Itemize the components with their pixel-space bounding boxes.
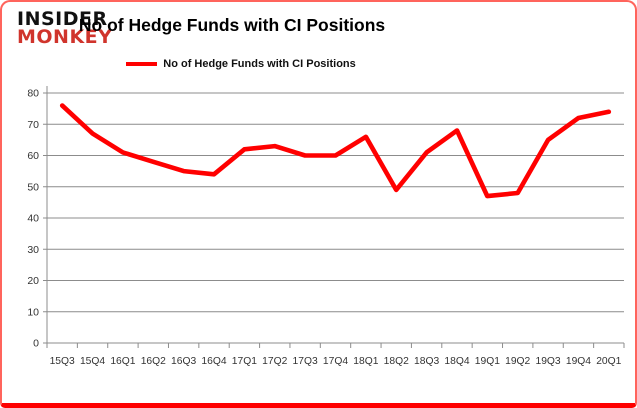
legend-label: No of Hedge Funds with CI Positions (163, 58, 356, 70)
x-axis-label: 16Q2 (141, 356, 166, 367)
x-axis-label: 19Q2 (505, 356, 530, 367)
x-axis-label: 15Q4 (80, 356, 105, 367)
y-axis-label: 70 (27, 119, 39, 131)
y-axis-label: 20 (27, 275, 39, 287)
x-axis-label: 18Q4 (444, 356, 469, 367)
x-axis-label: 17Q1 (232, 356, 257, 367)
y-axis-label: 50 (27, 181, 39, 193)
insider-monkey-logo: INSIDER MONKEY (17, 8, 113, 49)
logo-line-monkey: MONKEY (17, 26, 113, 49)
y-axis-label: 0 (33, 338, 39, 350)
x-axis-label: 17Q2 (262, 356, 287, 367)
x-axis-label: 19Q1 (475, 356, 500, 367)
x-axis-label: 18Q2 (384, 356, 409, 367)
x-axis-label: 19Q3 (535, 356, 560, 367)
data-line-series (59, 103, 612, 199)
legend-line-swatch (126, 62, 158, 66)
x-axis-label: 20Q1 (596, 356, 621, 367)
logo-line-insider: INSIDER (17, 8, 108, 30)
y-axis-label: 60 (27, 150, 39, 162)
y-axis-label: 40 (27, 213, 39, 225)
x-axis-label: 17Q4 (323, 356, 348, 367)
x-axis-label: 18Q3 (414, 356, 439, 367)
x-axis-label: 16Q1 (110, 356, 135, 367)
y-axis-label: 80 (27, 88, 39, 100)
y-axis-label: 10 (27, 306, 39, 318)
x-axis-label: 17Q3 (293, 356, 318, 367)
x-axis-label: 15Q3 (50, 356, 75, 367)
line-chart: 0 10 20 30 40 50 60 70 80 15Q3 15Q4 16Q1 16Q2 16Q3 16Q… (27, 86, 625, 367)
x-axis-label: 16Q3 (171, 356, 196, 367)
y-axis-label: 30 (27, 244, 39, 256)
chart-title: No of Hedge Funds with CI Positions (78, 15, 386, 35)
x-axis-label: 19Q4 (566, 356, 591, 367)
x-axis-label: 16Q4 (201, 356, 226, 367)
x-axis-label: 18Q1 (353, 356, 378, 367)
chart-legend: No of Hedge Funds with CI Positions (0, 58, 482, 70)
